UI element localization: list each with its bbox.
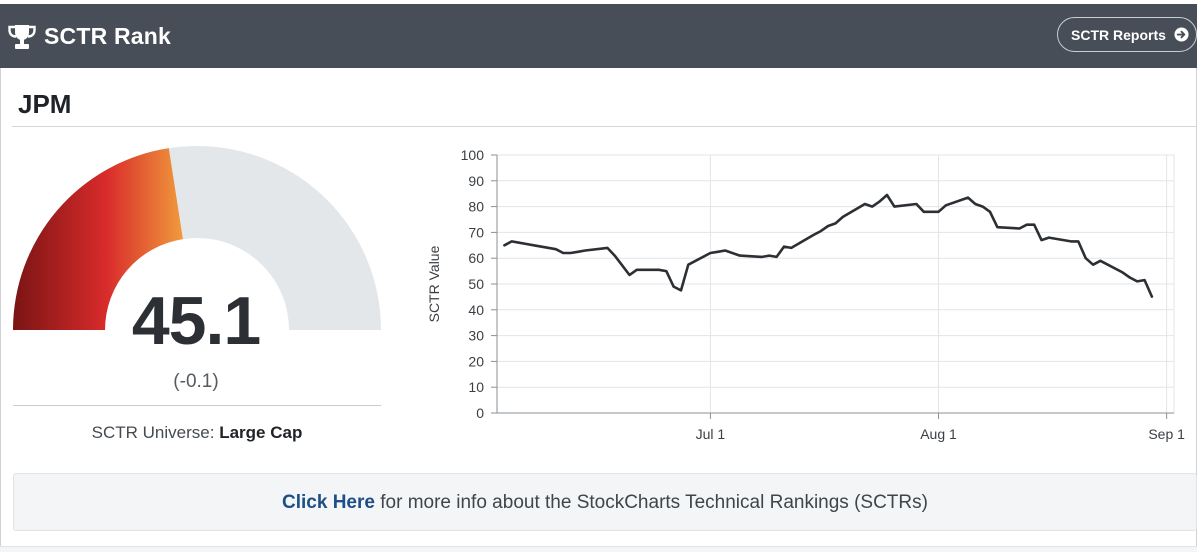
y-tick-label: 30 xyxy=(468,328,484,344)
divider xyxy=(0,546,1197,552)
sctr-gauge xyxy=(13,146,381,330)
y-axis-label: SCTR Value xyxy=(426,245,442,322)
click-here-link[interactable]: Click Here xyxy=(282,492,375,513)
y-tick-label: 90 xyxy=(468,173,484,189)
arrow-right-circle-icon xyxy=(1174,27,1189,42)
y-tick-label: 100 xyxy=(461,147,485,163)
ticker-symbol: JPM xyxy=(18,89,72,119)
y-tick-label: 50 xyxy=(468,276,484,292)
info-banner: Click Here for more info about the Stock… xyxy=(13,473,1197,531)
header-bar: SCTR Rank xyxy=(0,4,1197,68)
y-tick-label: 80 xyxy=(468,199,484,215)
sctr-universe: SCTR Universe: Large Cap xyxy=(0,423,394,443)
universe-value: Large Cap xyxy=(219,423,303,442)
trophy-icon xyxy=(8,25,36,49)
sctr-value: 45.1 xyxy=(131,283,261,359)
info-text: for more info about the StockCharts Tech… xyxy=(374,492,928,513)
x-tick-label: Jul 1 xyxy=(696,426,726,442)
x-tick-label: Sep 1 xyxy=(1148,426,1185,442)
y-tick-label: 40 xyxy=(468,302,484,318)
sctr-reports-label: SCTR Reports xyxy=(1071,27,1166,43)
y-tick-label: 60 xyxy=(468,250,484,266)
sctr-change: (-0.1) xyxy=(173,371,219,392)
y-tick-label: 70 xyxy=(468,224,484,240)
panel-title: SCTR Rank xyxy=(44,23,172,49)
y-tick-label: 0 xyxy=(476,405,484,421)
sctr-reports-button[interactable]: SCTR Reports xyxy=(1057,17,1197,52)
sctr-line xyxy=(503,193,1154,298)
gauge-fill xyxy=(13,148,183,330)
x-tick-label: Aug 1 xyxy=(920,426,957,442)
y-tick-label: 20 xyxy=(468,353,484,369)
divider xyxy=(13,405,381,406)
y-tick-label: 10 xyxy=(468,379,484,395)
divider xyxy=(12,126,1197,127)
sctr-panel xyxy=(0,4,1197,552)
sctr-history-chart: 0 10 20 30 40 50 60 70 80 90 100 Jul 1 Aug 1 Sep 1 SCT… xyxy=(426,147,1185,442)
universe-label: SCTR Universe: xyxy=(91,423,215,442)
